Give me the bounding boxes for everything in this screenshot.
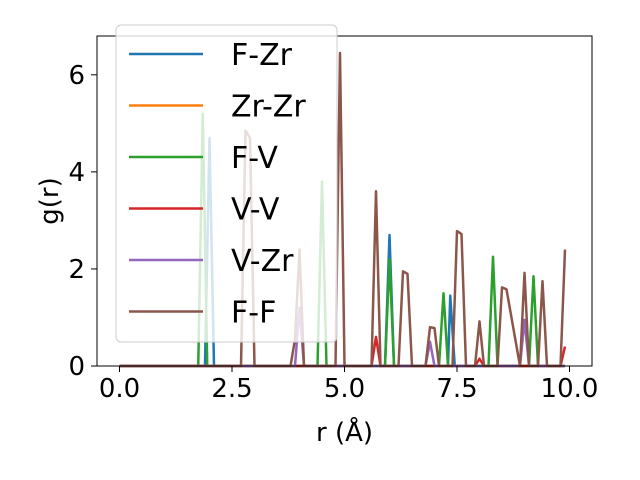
y-tick-label: 2 bbox=[68, 255, 85, 285]
legend-label-1: F-Zr bbox=[231, 38, 293, 73]
y-tick-label: 6 bbox=[68, 61, 85, 91]
legend-label-2: Zr-Zr bbox=[231, 90, 306, 125]
ticks-layer: 0.0 2.5 5.0 7.5 10.0 0 2 4 6 bbox=[68, 61, 598, 404]
legend-label-4: V-V bbox=[231, 193, 280, 228]
x-tick-label: 2.5 bbox=[211, 374, 252, 404]
x-tick-label: 7.5 bbox=[436, 374, 477, 404]
y-tick-label: 0 bbox=[68, 352, 85, 382]
x-tick-label: 0.0 bbox=[99, 374, 140, 404]
legend: F-Zr Zr-Zr F-V V-V V-Zr F-F bbox=[115, 24, 338, 343]
y-tick-label: 4 bbox=[68, 158, 85, 188]
legend-box bbox=[115, 24, 338, 343]
legend-label-5: V-Zr bbox=[231, 244, 294, 279]
x-axis-label: r (Å) bbox=[316, 416, 373, 448]
x-tick-label: 5.0 bbox=[324, 374, 365, 404]
legend-label-6: F-F bbox=[231, 296, 276, 331]
legend-label-3: F-V bbox=[231, 141, 278, 176]
x-tick-label: 10.0 bbox=[541, 374, 599, 404]
y-axis-label: g(r) bbox=[35, 177, 65, 224]
